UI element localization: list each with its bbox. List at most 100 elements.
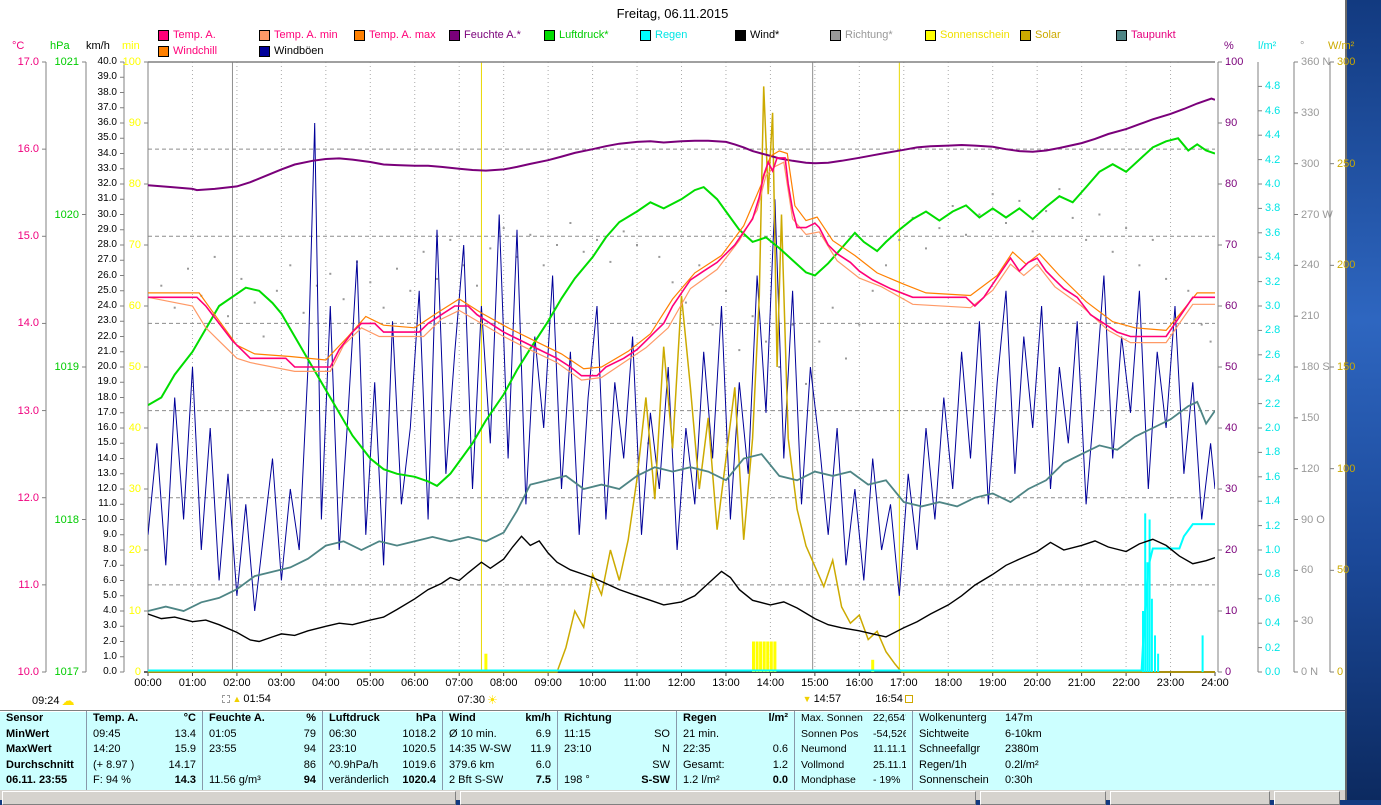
moonset-annotation: ▼ 14:57 — [802, 693, 842, 705]
legend-swatch-icon — [925, 29, 936, 41]
table-cell-value: 0.2l/m² — [1005, 758, 1039, 771]
axis-tick-label: 0.4 — [1265, 617, 1281, 630]
legend-item-temp-a-max: Temp. A. max — [354, 29, 436, 41]
legend-label: Regen — [655, 29, 688, 41]
legend-item-solar: Solar — [1020, 29, 1061, 41]
legend-swatch-icon — [1020, 29, 1031, 41]
axis-tick-label: 0.8 — [1265, 568, 1281, 581]
axis-tick-label: 3.4 — [1265, 251, 1281, 264]
table-cell-value: 0:30h — [1005, 774, 1033, 787]
axis-tick-label: 14.0 — [97, 452, 117, 464]
axis-unit-C: °C — [12, 40, 25, 52]
table-column: Regen l/m² 21 min. 22:35 0.6 Gesamt: 1.2 1.2 l/… — [677, 711, 795, 791]
axis-unit-: % — [1224, 40, 1234, 52]
table-cell: Gesamt: — [683, 758, 725, 771]
series-wind — [148, 535, 1215, 643]
axis-tick-label: 0.2 — [1265, 641, 1281, 654]
sun-outline-icon — [904, 695, 913, 703]
table-cell-value: 1.2 — [772, 758, 788, 771]
axis-tick-label: 50 — [128, 361, 141, 373]
series-temp-max — [148, 150, 1215, 370]
axis-tick-label: 50 — [1225, 361, 1238, 373]
axis-tick-label: 20 — [128, 544, 141, 556]
statusbar-panel — [460, 791, 976, 805]
axis-tick-label: 0 — [1337, 666, 1344, 678]
axis-tick-label: 270 W — [1301, 208, 1333, 221]
x-axis-tick-label: 23:00 — [1156, 677, 1185, 689]
table-cell: 379.6 km — [449, 758, 495, 771]
axis-tick-label: 70 — [1225, 239, 1238, 251]
table-cell: Mondphase — [801, 774, 856, 787]
axis-tick-label: 9.0 — [103, 528, 117, 540]
axis-tick-label: 27.0 — [97, 254, 117, 266]
x-axis-tick-label: 13:00 — [712, 677, 740, 689]
axis-tick-label: 4.6 — [1265, 104, 1281, 117]
series-richtung — [160, 62, 1212, 445]
x-axis-tick-label: 18:00 — [934, 677, 963, 689]
table-cell-value: 94 — [303, 774, 316, 787]
axis-tick-label: 35.0 — [97, 132, 117, 144]
series-temp-min — [148, 161, 1215, 381]
axis-tick-label: 90 — [128, 117, 141, 129]
table-cell: 2 Bft S-SW — [449, 774, 504, 787]
legend-label: Wind* — [750, 29, 780, 41]
table-cell-value: 147m — [1005, 712, 1033, 724]
sun-cloud-icon: ☁ — [61, 693, 75, 708]
axis-tick-label: 19.0 — [97, 376, 117, 388]
sunset-annotation: 16:54 — [875, 693, 913, 705]
table-cell: Richtung — [564, 712, 612, 724]
x-axis-tick-label: 08:00 — [489, 677, 518, 689]
axis-tick-label: 40 — [1225, 422, 1238, 434]
axis-tick-label: 300 — [1301, 157, 1320, 170]
axis-tick-label: 1.0 — [1265, 544, 1281, 556]
axis-tick-label: 60 — [128, 300, 141, 312]
table-cell-value: 11.11.15 — [873, 743, 906, 756]
axis-tick-label: 60 — [1225, 300, 1238, 312]
axis-tick-label: 31.0 — [97, 193, 117, 205]
x-axis-tick-label: 20:00 — [1023, 677, 1051, 689]
axis-tick-label: 240 — [1301, 259, 1320, 272]
table-cell: Temp. A. — [93, 712, 139, 724]
axis-tick-label: 12.0 — [97, 483, 117, 494]
table-cell: Feuchte A. — [209, 712, 265, 724]
axis-tick-label: 12.0 — [17, 491, 39, 504]
axis-tick-label: 120 — [1301, 462, 1320, 475]
table-cell-value: SW — [652, 758, 670, 771]
axis-tick-label: 13.0 — [17, 404, 39, 417]
axis-tick-label: 30 — [1301, 615, 1314, 628]
status-bar — [0, 790, 1345, 805]
table-cell: Schneefallgr — [919, 743, 981, 756]
axis-tick-label: 28.0 — [97, 239, 117, 250]
table-cell: 23:55 — [209, 743, 237, 756]
legend-label: Temp. A. max — [369, 29, 436, 41]
axis-tick-label: 40 — [128, 422, 141, 434]
summary-table: Sensor MinWert MaxWert Durchschnitt 06.11. 2… — [0, 710, 1345, 791]
legend-item-windb-en: Windböen — [259, 45, 324, 57]
axis-tick-label: 2.2 — [1265, 397, 1281, 410]
axis-tick-label: 21.0 — [97, 345, 117, 357]
axis-tick-label: 17.0 — [17, 56, 39, 68]
axis-tick-label: 20.0 — [97, 361, 117, 372]
legend-swatch-icon — [259, 45, 270, 57]
axis-tick-label: 2.6 — [1265, 348, 1281, 361]
table-cell-value: N — [662, 743, 670, 756]
axis-tick-label: 32.0 — [97, 178, 117, 189]
axis-tick-label: 2.0 — [103, 635, 117, 647]
axis-tick-label: 2.0 — [1265, 422, 1281, 434]
legend-label: Windböen — [274, 45, 324, 57]
table-cell-value: 86 — [303, 758, 316, 771]
table-cell: Ø 10 min. — [449, 727, 497, 740]
axis-tick-label: 10 — [128, 605, 141, 617]
page-title: Freitag, 06.11.2015 — [616, 6, 729, 21]
axis-tick-label: 26.0 — [97, 269, 117, 281]
legend-swatch-icon — [259, 29, 270, 41]
table-cell-value: l/m² — [768, 712, 788, 724]
legend-label: Temp. A. min — [274, 29, 338, 41]
table-cell-value: 0.0 — [772, 774, 788, 787]
table-cell-value: 1020.4 — [402, 774, 436, 787]
x-axis-tick-label: 09:00 — [534, 677, 562, 689]
axis-tick-label: 3.0 — [1265, 300, 1281, 312]
table-cell: 11.56 g/m³ — [209, 774, 261, 787]
table-cell: 01:05 — [209, 727, 237, 740]
